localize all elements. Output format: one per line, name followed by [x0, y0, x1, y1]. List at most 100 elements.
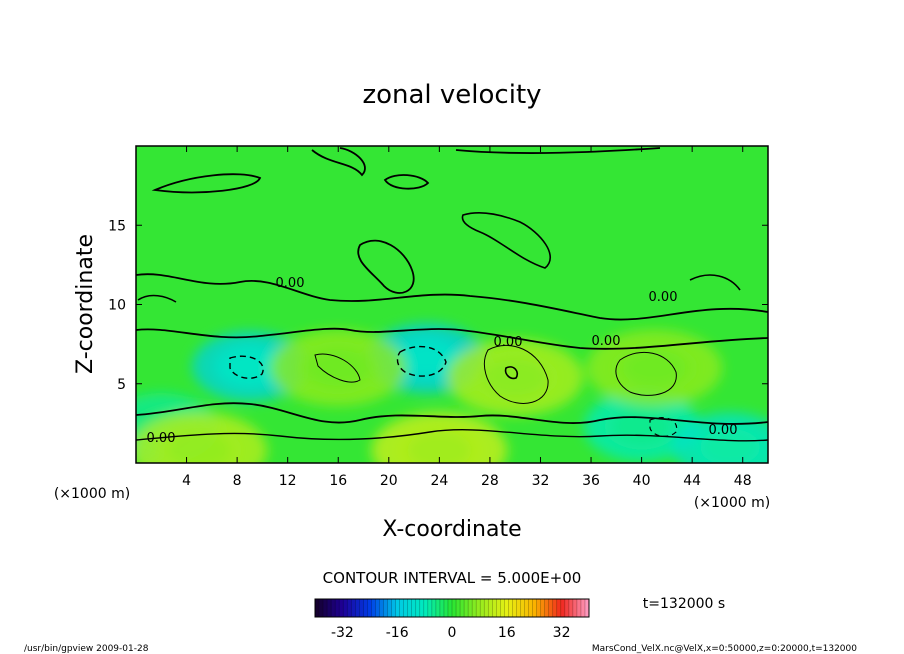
- colorbar-cell: [331, 599, 336, 617]
- colorbar-cell: [371, 599, 376, 617]
- contour-label: 0.00: [494, 335, 523, 350]
- y-tick-label: 10: [108, 298, 126, 314]
- colorbar-cell: [399, 599, 405, 617]
- contour-line: [229, 355, 264, 379]
- colorbar: [314, 599, 590, 617]
- colorbar-cell: [347, 599, 352, 617]
- colorbar-cell: [536, 599, 542, 617]
- contour-line: [615, 351, 677, 396]
- colorbar-cell: [335, 599, 340, 617]
- x-axis-label: X-coordinate: [382, 517, 521, 542]
- colorbar-cell: [439, 599, 445, 617]
- x-tick-label: 32: [532, 473, 550, 489]
- contour-line: [396, 345, 447, 377]
- colorbar-cell: [447, 599, 453, 617]
- contour-label: 0.00: [592, 334, 621, 349]
- colorbar-tick-label: 0: [448, 625, 457, 641]
- colorbar-cell: [415, 599, 421, 617]
- contour-line: [689, 274, 741, 291]
- colorbar-cell: [548, 599, 554, 617]
- colorbar-cell: [323, 599, 328, 617]
- contour-label: 0.00: [147, 431, 176, 446]
- colorbar-cell: [544, 599, 550, 617]
- colorbar-cell: [468, 599, 473, 617]
- colorbar-cell: [496, 599, 501, 617]
- colorbar-tick-label: 16: [498, 625, 516, 641]
- contour-line: [314, 353, 361, 383]
- x-tick-label: 48: [734, 473, 752, 489]
- contour-line: [461, 212, 551, 269]
- field-maximum: [167, 431, 232, 463]
- colorbar-tick-label: -32: [331, 625, 354, 641]
- contour-line: [151, 173, 262, 194]
- colorbar-cell: [411, 599, 417, 617]
- footer-left: /usr/bin/gpview 2009-01-28: [24, 644, 149, 654]
- colorbar-cell: [580, 599, 586, 617]
- colorbar-cell: [419, 599, 425, 617]
- colorbar-cell: [327, 599, 332, 617]
- x-tick-label: 8: [233, 473, 242, 489]
- colorbar-cell: [379, 599, 384, 617]
- colorbar-cell: [572, 599, 578, 617]
- colorbar-cell: [540, 599, 546, 617]
- contour-line: [649, 417, 678, 437]
- contour-line: [357, 239, 415, 294]
- time-label: t=132000 s: [643, 596, 725, 612]
- colorbar-cell: [576, 599, 582, 617]
- y-unit-note: (×1000 m): [54, 486, 130, 502]
- colorbar-cell: [367, 599, 372, 617]
- x-unit-note: (×1000 m): [694, 495, 770, 511]
- chart-title: zonal velocity: [362, 80, 541, 110]
- colorbar-cell: [431, 599, 437, 617]
- colorbar-cell: [387, 599, 392, 617]
- colorbar-cell: [516, 599, 521, 617]
- colorbar-cell: [351, 599, 356, 617]
- contour-label: 0.00: [649, 290, 678, 305]
- colorbar-cell: [343, 599, 348, 617]
- field-maximum: [306, 348, 371, 388]
- colorbar-cell: [464, 599, 469, 617]
- colorbar-cell: [500, 599, 505, 617]
- colorbar-cell: [391, 599, 396, 617]
- colorbar-cell: [512, 599, 517, 617]
- x-tick-label: 16: [329, 473, 347, 489]
- contour-line: [484, 345, 549, 404]
- contour-line: [504, 366, 519, 380]
- colorbar-cell: [355, 599, 360, 617]
- colorbar-cell: [403, 599, 409, 617]
- colorbar-cell: [435, 599, 441, 617]
- field-minimum: [611, 407, 672, 446]
- colorbar-cell: [484, 599, 489, 617]
- y-axis-label: Z-coordinate: [73, 234, 98, 374]
- colorbar-cell: [359, 599, 364, 617]
- x-tick-label: 44: [683, 473, 701, 489]
- colorbar-cell: [568, 599, 574, 617]
- field-maximum: [622, 348, 687, 388]
- colorbar-cell: [508, 599, 513, 617]
- contour-line: [136, 327, 768, 350]
- plot-area: [136, 146, 768, 463]
- colorbar-cell: [556, 599, 562, 617]
- contour-line: [455, 147, 661, 154]
- contour-line: [136, 273, 768, 321]
- contour-label: 0.00: [276, 276, 305, 291]
- field-maximum: [407, 431, 472, 463]
- colorbar-cell: [375, 599, 380, 617]
- colorbar-cell: [564, 599, 570, 617]
- colorbar-cell: [528, 599, 533, 617]
- colorbar-cell: [339, 599, 344, 617]
- contour-line: [136, 402, 768, 425]
- y-tick-label: 5: [117, 377, 126, 393]
- contour-label: 0.00: [709, 423, 738, 438]
- colorbar-cell: [488, 599, 493, 617]
- colorbar-cell: [520, 599, 525, 617]
- colorbar-cell: [395, 599, 401, 617]
- colorbar-cell: [524, 599, 529, 617]
- colorbar-cell: [504, 599, 509, 617]
- colorbar-cell: [472, 599, 477, 617]
- x-tick-label: 24: [430, 473, 448, 489]
- colorbar-cell: [560, 599, 566, 617]
- colorbar-cell: [480, 599, 485, 617]
- field-minimum: [699, 428, 761, 463]
